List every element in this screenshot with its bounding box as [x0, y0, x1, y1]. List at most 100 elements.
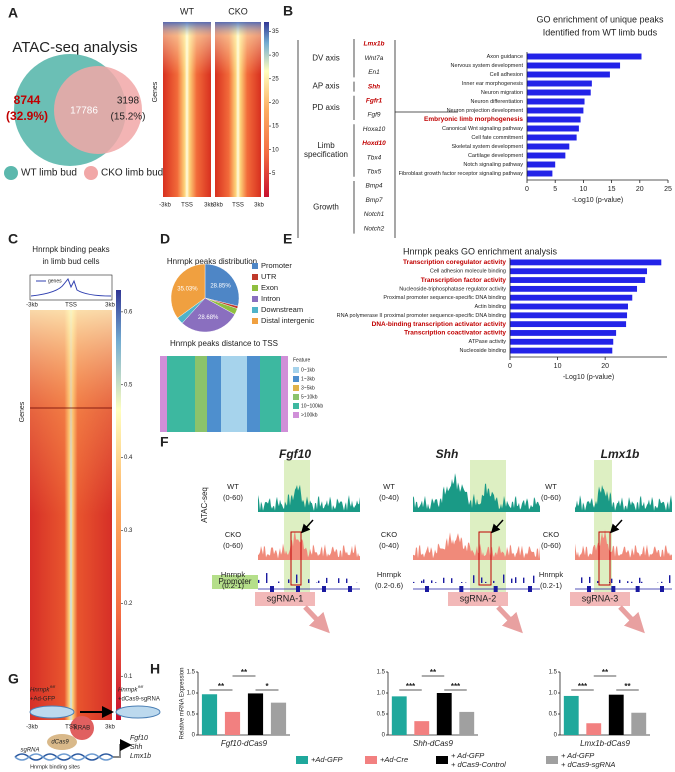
legend-swatch: [4, 166, 18, 180]
gene-label: Bmp4: [366, 183, 383, 190]
legend-label: + dCas9-sgRNA: [561, 760, 615, 769]
y-tick-label: 0: [554, 733, 558, 739]
track-label: (0-40): [379, 541, 400, 550]
track-label: Hnrnpk: [377, 570, 401, 579]
gene-label: Shh: [368, 83, 380, 90]
track-label: (0-60): [541, 493, 562, 502]
colorbar-tick-label: 0.3: [124, 528, 133, 534]
exon: [348, 586, 352, 592]
bar: [608, 694, 624, 735]
hnrnpk-peak: [627, 581, 629, 583]
bar: [510, 285, 638, 292]
dna: [14, 753, 114, 761]
pink-arrow: [303, 605, 330, 634]
y-tick-label: 1.0: [187, 691, 196, 697]
category-label: Neuron migration: [481, 90, 523, 96]
bar: [527, 98, 585, 105]
gene-label: Fgfr1: [366, 98, 383, 105]
category-label: Transcription factor activity: [421, 277, 507, 284]
bar: [459, 711, 475, 735]
bar: [527, 62, 621, 69]
gene-title: Lmx1b: [601, 447, 640, 461]
track-label: (0-60): [541, 541, 562, 550]
hnrnpk-peak: [639, 577, 641, 583]
dcas9-label: dCas9: [51, 740, 69, 746]
colorbar-tick-label: 20: [272, 100, 279, 106]
category-label: Nucleoside binding: [460, 348, 506, 354]
legend-label: 1~3kb: [301, 376, 315, 382]
x-tick-label: 3kb: [254, 203, 264, 209]
bar: [527, 170, 553, 177]
exon: [459, 586, 464, 592]
category-label: DNA-binding transcription activator acti…: [372, 321, 507, 328]
genotype: Hnrnpk: [30, 688, 50, 694]
colorbar: [264, 22, 269, 197]
promoter-box: [212, 575, 258, 589]
panel-label: F: [160, 434, 169, 450]
category-label: Cell adhesion: [490, 72, 523, 78]
gene-title: Fgf10: [279, 447, 311, 461]
gene-title: Shh: [436, 447, 459, 461]
sgrna-label: sgRNA-3: [582, 593, 619, 603]
bar: [527, 53, 642, 60]
legend-label: 0~1kb: [301, 367, 315, 373]
hnrnpk-peak: [533, 575, 535, 583]
sgrna-label: sgRNA-2: [460, 593, 497, 603]
hnrnpk-peak: [443, 577, 445, 583]
track-label: (0.2-1): [222, 581, 245, 590]
bar: [510, 259, 662, 266]
significance-label: **: [241, 668, 248, 677]
panel-label: B: [283, 3, 293, 19]
legend-swatch: [293, 403, 299, 409]
x-tick-label: TSS: [181, 203, 193, 209]
sgrna-label-box: [448, 592, 508, 606]
significance-label: ***: [578, 682, 588, 691]
target-gene: Lmx1b: [130, 753, 151, 760]
colorbar-tick-label: 0.1: [124, 674, 133, 680]
bar: [510, 268, 648, 275]
track-label: (0-60): [223, 493, 244, 502]
hnrnpk-peak: [451, 578, 453, 583]
x-tick-label: 0: [525, 186, 529, 193]
y-tick-label: 0: [192, 733, 196, 739]
track-label: WT: [227, 482, 239, 491]
significance-label: **: [218, 682, 225, 691]
heatmap-shade: [163, 22, 211, 197]
bar: [510, 277, 646, 283]
y-axis-label: Relative mRNA Expression: [180, 667, 186, 739]
bar: [510, 303, 628, 310]
legend-swatch: [293, 367, 299, 373]
dna: [14, 753, 114, 761]
signal-track: [575, 484, 672, 512]
track-label: Hnrnpk: [539, 570, 563, 579]
gene-label: Notch1: [364, 211, 385, 218]
category-label: Fibroblast growth factor receptor signal…: [399, 171, 524, 177]
chart-title: Hnrnpk peaks distribution: [167, 257, 257, 266]
significance-label: **: [430, 668, 437, 677]
colorbar-tick-label: 0.6: [124, 309, 133, 315]
sgrna-box: [290, 531, 302, 586]
hnrnpk-peak: [661, 581, 663, 583]
group-label: PD axis: [312, 103, 340, 112]
sgrna-label: sgRNA-1: [267, 593, 304, 603]
legend-swatch: [436, 756, 448, 764]
bar: [527, 89, 591, 96]
bar: [510, 347, 613, 354]
legend-swatch: [252, 263, 258, 269]
bar: [527, 107, 584, 114]
hnrnpk-peak: [511, 578, 513, 583]
heatmap-shade: [215, 22, 261, 197]
y-tick-label: 1.0: [549, 691, 558, 697]
sgrna-box: [478, 531, 492, 586]
bar: [414, 721, 430, 735]
legend-label: CKO limb bud: [101, 168, 163, 179]
legend-label: >100kb: [301, 412, 318, 418]
track-label: (0-60): [223, 541, 244, 550]
bar: [563, 695, 579, 735]
x-axis-label: Shh-dCas9: [413, 739, 454, 748]
hnrnpk-peak: [326, 577, 328, 583]
colorbar-tick-label: 30: [272, 53, 279, 59]
category-label: Cell adhesion molecule binding: [430, 269, 506, 275]
y-label: Genes: [152, 81, 159, 102]
gene-label: Bmp7: [366, 197, 383, 204]
